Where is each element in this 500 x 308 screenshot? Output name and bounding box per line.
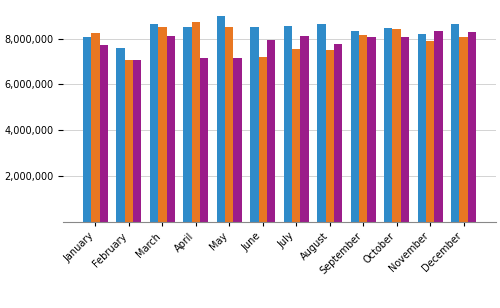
Bar xyxy=(267,40,276,222)
Bar xyxy=(124,60,133,222)
Bar xyxy=(426,41,434,222)
Bar xyxy=(91,33,100,222)
Bar xyxy=(460,37,468,222)
Bar xyxy=(384,28,392,222)
Bar xyxy=(225,27,234,222)
Bar xyxy=(258,57,267,222)
Bar xyxy=(166,36,175,222)
Bar xyxy=(150,24,158,222)
Bar xyxy=(451,24,460,222)
Bar xyxy=(183,27,192,222)
Bar xyxy=(300,36,309,222)
Bar xyxy=(326,50,334,222)
Bar xyxy=(100,45,108,222)
Bar xyxy=(133,60,141,222)
Bar xyxy=(468,32,476,222)
Bar xyxy=(418,34,426,222)
Bar xyxy=(334,44,342,222)
Bar xyxy=(158,27,166,222)
Bar xyxy=(250,27,258,222)
Bar xyxy=(317,24,326,222)
Bar xyxy=(368,37,376,222)
Bar xyxy=(392,29,401,222)
Bar xyxy=(434,30,442,222)
Bar xyxy=(192,22,200,222)
Bar xyxy=(234,58,242,222)
Bar xyxy=(359,35,368,222)
Bar xyxy=(350,30,359,222)
Bar xyxy=(292,49,300,222)
Bar xyxy=(284,26,292,222)
Bar xyxy=(200,58,208,222)
Bar xyxy=(116,48,124,222)
Bar xyxy=(83,37,91,222)
Bar xyxy=(401,37,409,222)
Bar xyxy=(216,16,225,222)
